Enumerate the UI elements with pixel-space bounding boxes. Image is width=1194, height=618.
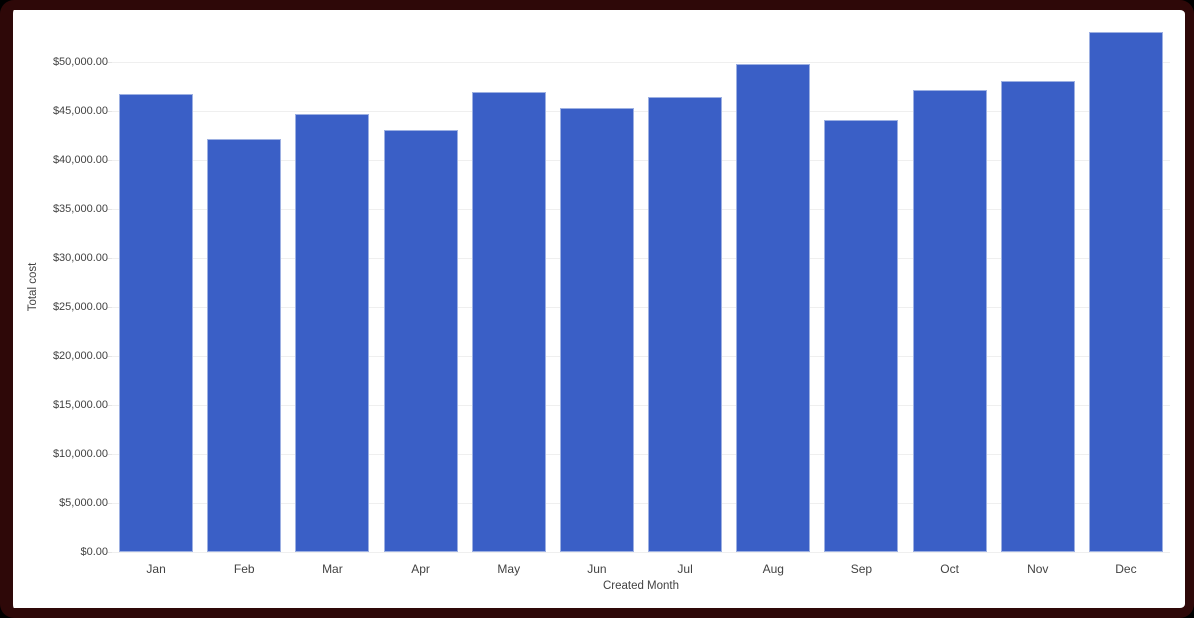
gridline — [112, 61, 1170, 63]
gridline — [112, 208, 1170, 210]
y-axis-tick — [107, 61, 112, 63]
y-axis-tick — [107, 306, 112, 308]
bar-feb[interactable] — [207, 139, 282, 552]
gridline — [112, 159, 1170, 161]
plot-area: $0.00 $5,000.00 $10,000.00 $15,000.00 $20,00… — [53, 12, 1170, 576]
y-axis-tick — [107, 355, 112, 357]
bar-sep[interactable] — [824, 119, 899, 552]
y-axis-tick — [107, 208, 112, 210]
bar-dec[interactable] — [1088, 31, 1163, 552]
y-axis-tick-label: $25,000.00 — [52, 300, 108, 313]
x-axis-tick-label: Mar — [322, 562, 343, 576]
gridline — [112, 502, 1170, 504]
x-axis-tick-label: Dec — [1115, 562, 1137, 576]
bar-jan[interactable] — [119, 94, 194, 552]
x-axis-tick-label: Jan — [146, 562, 166, 576]
x-axis-title: Created Month — [602, 580, 680, 592]
gridline — [112, 257, 1170, 259]
bar-mar[interactable] — [295, 113, 370, 552]
y-axis-tick — [107, 502, 112, 504]
bar-apr[interactable] — [383, 129, 458, 552]
y-axis-tick — [107, 552, 112, 553]
bar-oct[interactable] — [912, 90, 987, 552]
x-axis-tick-label: Aug — [762, 562, 784, 576]
y-axis-tick-label: $15,000.00 — [52, 398, 108, 411]
x-axis-tick-label: Apr — [411, 562, 430, 576]
x-axis-tick-label: Nov — [1027, 562, 1049, 576]
x-axis-tick-label: Feb — [233, 562, 255, 576]
y-axis-tick-label: $35,000.00 — [52, 202, 108, 215]
y-axis-tick-label: $45,000.00 — [52, 104, 108, 117]
gridline — [112, 552, 1170, 553]
y-axis-tick-label: $10,000.00 — [52, 447, 108, 460]
gridline — [112, 306, 1170, 308]
x-axis-tick-label: Oct — [940, 562, 959, 576]
x-axis-tick-label: Sep — [850, 562, 873, 576]
bar-jun[interactable] — [559, 108, 634, 552]
bar-chart: Total cost $0.00 $5,000.00 $10,000.00 $15,0… — [13, 10, 1185, 608]
y-axis-tick-label: $40,000.00 — [52, 153, 108, 166]
x-axis-tick-label: Jun — [587, 562, 607, 576]
bar-nov[interactable] — [1000, 80, 1075, 552]
y-axis-tick — [107, 159, 112, 161]
gridline — [112, 404, 1170, 406]
bar-jul[interactable] — [648, 97, 723, 552]
x-axis-tick-label: Jul — [677, 562, 693, 576]
gridline — [112, 453, 1170, 455]
gridline — [112, 110, 1170, 112]
x-axis-tick-label: May — [497, 562, 521, 576]
y-axis-tick — [107, 453, 112, 455]
y-axis-tick — [107, 404, 112, 406]
y-axis-tick-label: $5,000.00 — [59, 496, 108, 509]
y-axis-tick-label: $0.00 — [80, 546, 108, 558]
y-axis-tick-label: $50,000.00 — [52, 55, 108, 68]
y-axis-tick-label: $30,000.00 — [52, 251, 108, 264]
y-axis-tick — [107, 110, 112, 112]
bar-may[interactable] — [471, 92, 546, 552]
gridline — [112, 355, 1170, 357]
bar-aug[interactable] — [736, 63, 811, 552]
y-axis-tick-label: $20,000.00 — [52, 349, 108, 362]
y-axis-tick — [107, 257, 112, 259]
